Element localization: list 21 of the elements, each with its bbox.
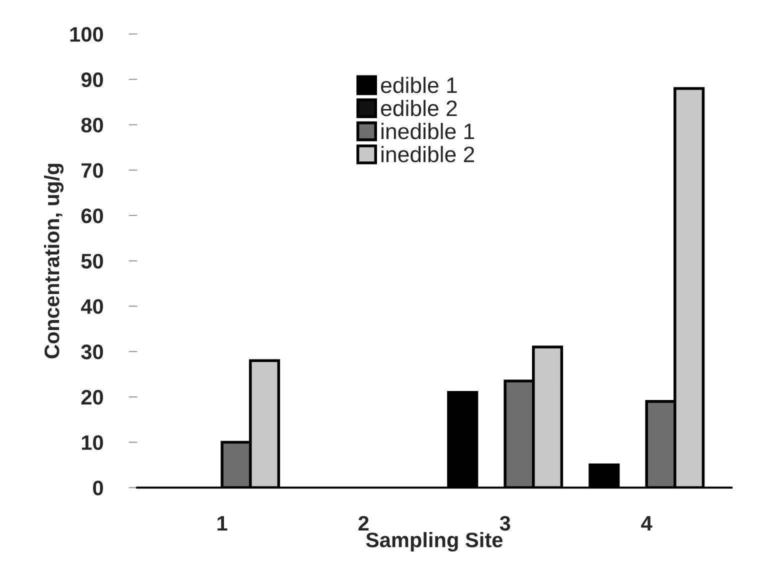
y-tick-label: 50: [81, 254, 103, 269]
x-tick-label: 4: [641, 516, 652, 530]
legend-label: edible 1: [381, 76, 457, 94]
y-tick-label: 10: [82, 435, 103, 450]
y-tick-label: 100: [70, 27, 103, 42]
x-tick-label: 3: [500, 516, 510, 531]
x-tick-label: 2: [358, 516, 369, 530]
y-tick-label: 20: [81, 390, 103, 405]
legend-label: inedible 1: [382, 122, 474, 140]
y-tick-label: 0: [93, 480, 103, 496]
y-axis-title: Concentration, ug/g: [44, 164, 64, 358]
legend-label: edible 2: [381, 100, 457, 116]
y-tick-label: 90: [81, 72, 103, 88]
y-tick-label: 70: [82, 163, 103, 178]
y-tick-label: 30: [81, 344, 103, 360]
legend-label: inedible 2: [382, 146, 474, 162]
x-tick-label: 1: [218, 516, 228, 530]
y-tick-label: 40: [80, 299, 103, 314]
y-tick-label: 80: [81, 118, 103, 132]
x-axis-title: Sampling Site: [366, 532, 503, 552]
y-tick-label: 60: [81, 208, 103, 224]
